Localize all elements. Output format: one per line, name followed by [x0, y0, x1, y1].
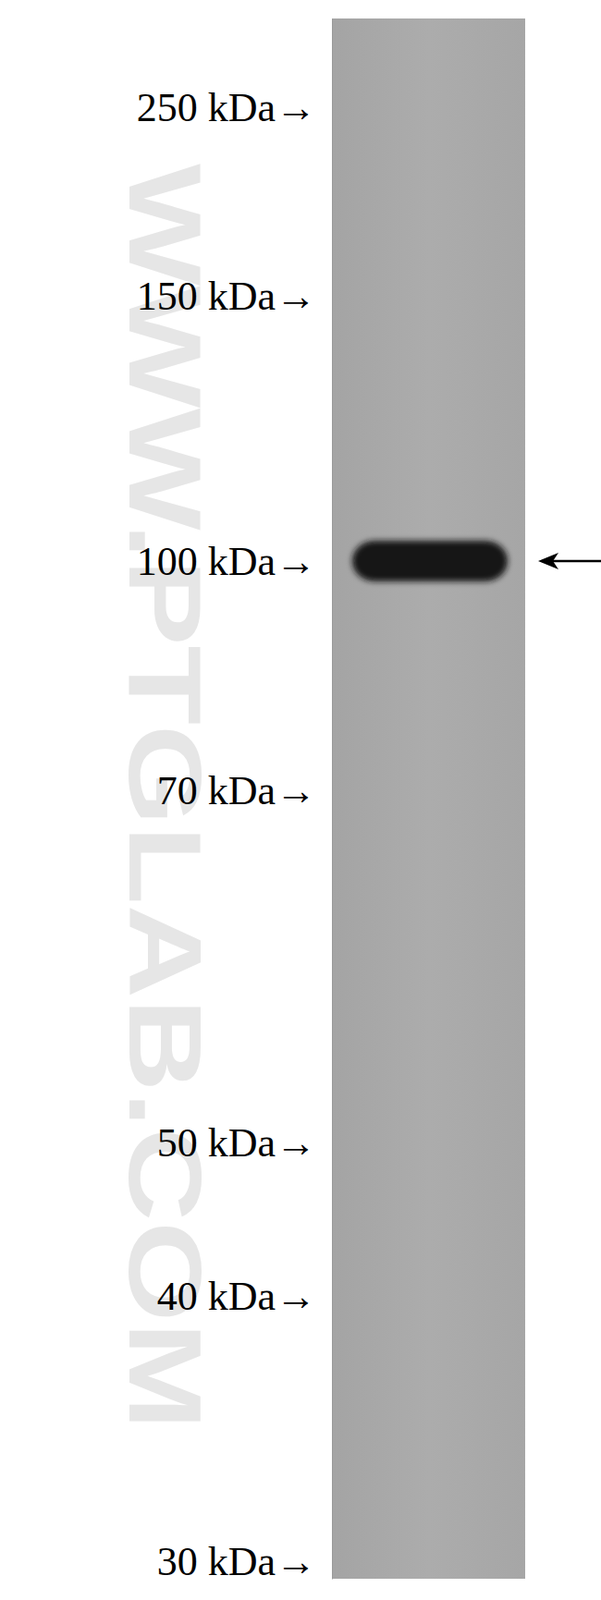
tick-label: 40 kDa→	[157, 1274, 317, 1320]
tick-label: 100 kDa→	[136, 539, 317, 585]
tick: 100 kDa→	[136, 539, 332, 585]
tick-label: 30 kDa→	[157, 1539, 317, 1585]
tick: 50 kDa→	[157, 1120, 332, 1166]
marker-axis: 250 kDa→ 150 kDa→ 100 kDa→ 70 kDa→ 50 kDa→ 40…	[136, 19, 333, 1585]
tick: 150 kDa→	[136, 273, 332, 319]
figure: WWW.PTGLAB.COM250 kDa→150 kDa→100 kDa→70…	[0, 0, 601, 1600]
band-arrow	[538, 552, 601, 570]
tick: 40 kDa→	[157, 1274, 332, 1320]
tick: 30 kDa→	[157, 1539, 332, 1585]
tick-label: 250 kDa→	[136, 85, 317, 131]
band	[352, 540, 508, 582]
lane	[331, 18, 526, 1580]
tick-label: 50 kDa→	[157, 1120, 317, 1166]
bands	[352, 540, 508, 582]
tick: 250 kDa→	[136, 85, 332, 131]
band-arrow-head	[538, 552, 559, 570]
tick: 70 kDa→	[157, 768, 332, 814]
tick-label: 70 kDa→	[157, 768, 317, 814]
axis-line	[331, 19, 333, 1581]
tick-label: 150 kDa→	[136, 273, 317, 319]
